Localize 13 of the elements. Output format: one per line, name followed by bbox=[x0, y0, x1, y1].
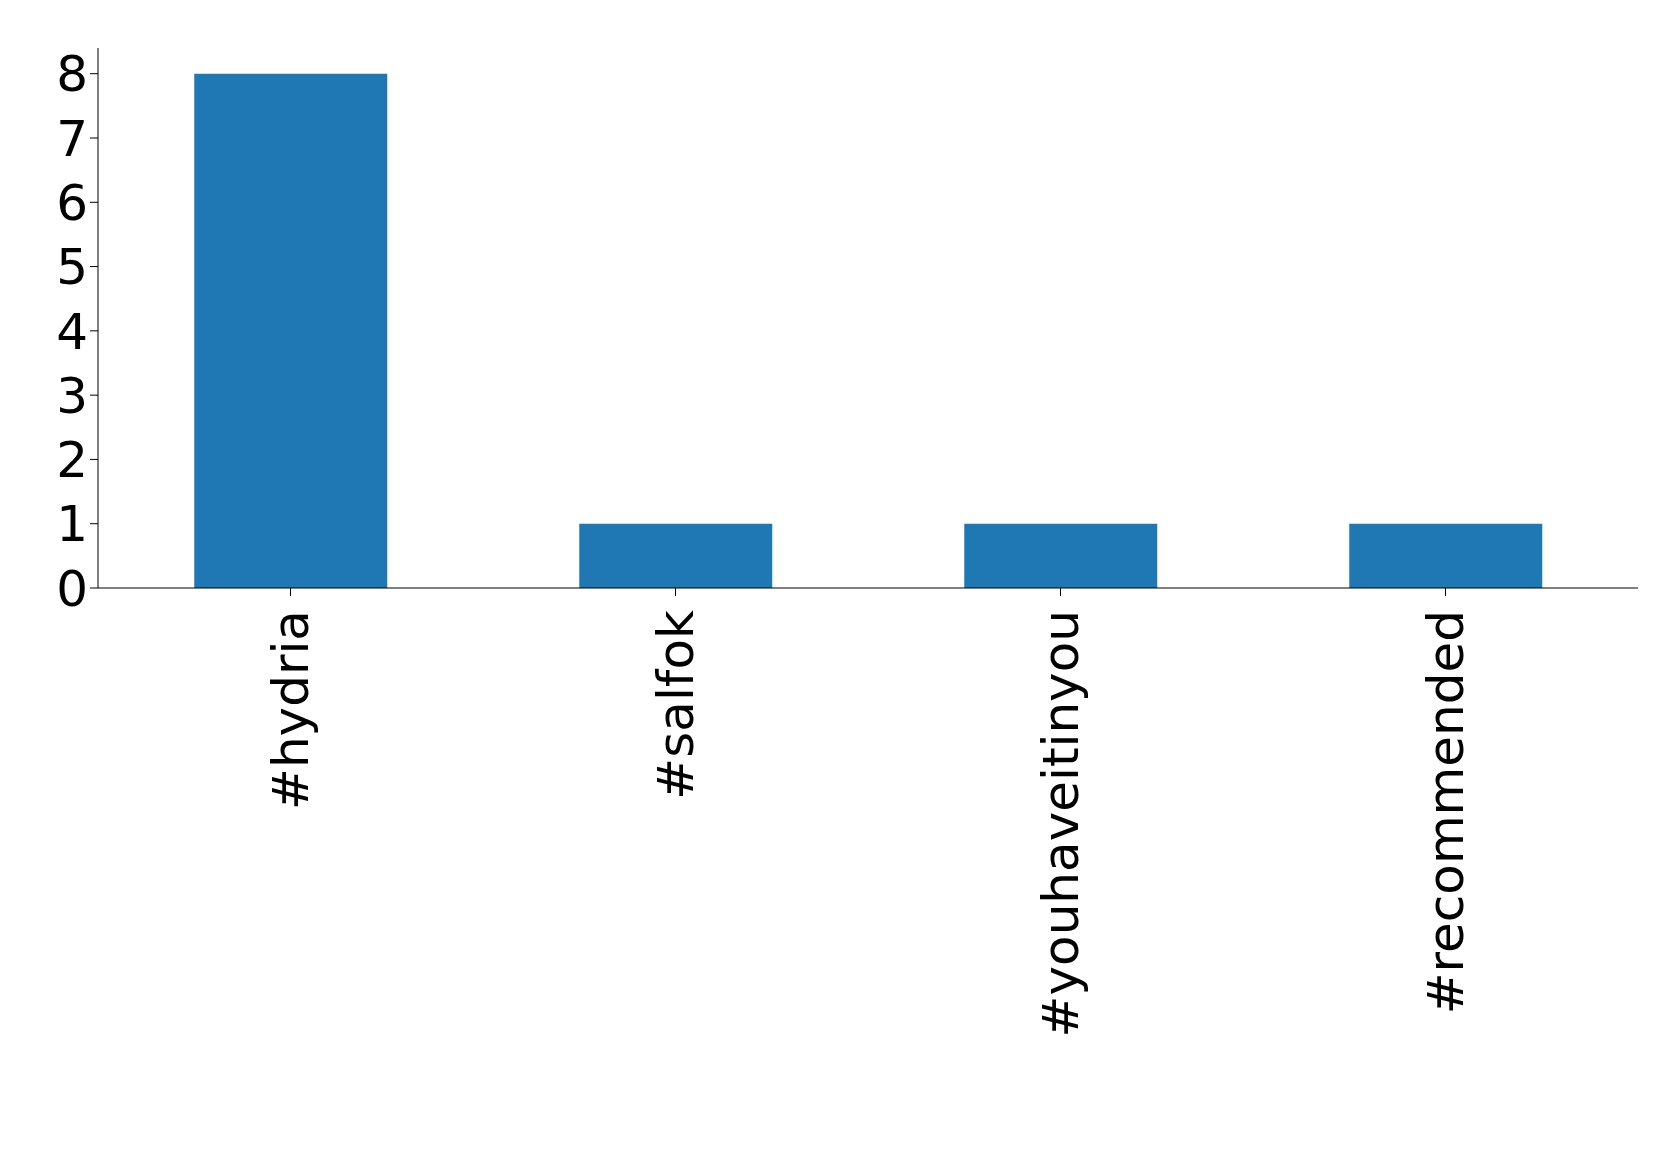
y-tick-label: 8 bbox=[56, 45, 88, 104]
x-tick-label: #salfok bbox=[646, 609, 705, 800]
y-tick-label: 7 bbox=[56, 109, 88, 168]
y-tick-label: 3 bbox=[56, 366, 88, 425]
y-tick-label: 6 bbox=[56, 174, 88, 233]
y-tick-label: 0 bbox=[56, 559, 88, 618]
x-tick-label: #recommended bbox=[1416, 610, 1475, 1015]
y-tick-label: 5 bbox=[56, 238, 88, 297]
y-tick-label: 2 bbox=[56, 431, 88, 490]
x-tick-label: #hydria bbox=[261, 610, 320, 810]
y-tick-label: 4 bbox=[56, 302, 88, 361]
y-tick-label: 1 bbox=[56, 495, 88, 554]
x-tick-label: #youhaveitinyou bbox=[1031, 610, 1090, 1038]
